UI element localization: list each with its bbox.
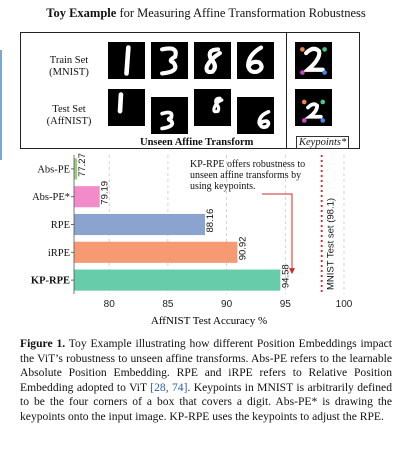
bar-abs-pe: [74, 158, 78, 180]
test-digit-1-image: [108, 89, 145, 126]
keypoints-caption: Keypoints*: [296, 136, 350, 149]
annotation-text: KP-RPE offers robustness to: [190, 159, 305, 170]
category-labels: Abs-PE Abs-PE* RPE iRPE KP-RPE: [31, 164, 74, 287]
unseen-affine-caption: Unseen Affine Transform: [140, 137, 254, 148]
chart-bars: [73, 155, 281, 294]
x-tick-label: 100: [336, 299, 353, 310]
train-keypoint-digit-image: [295, 42, 332, 79]
category-label: KP-RPE: [31, 276, 70, 287]
annotation-text: using keypoints.: [190, 181, 256, 192]
train-digit-8-image: [194, 42, 231, 79]
value-label: 94.58: [280, 264, 291, 288]
x-tick-label: 90: [221, 299, 233, 310]
bar-abs-pe-: [74, 186, 100, 208]
category-label: RPE: [51, 220, 70, 231]
annotation-arrowhead: [289, 268, 295, 275]
bar-rpe: [74, 213, 206, 236]
category-label: Abs-PE: [37, 164, 70, 175]
category-label: iRPE: [48, 248, 70, 259]
test-digit-3-image: [151, 97, 188, 134]
x-tick-labels: 80 85 90 95 100: [104, 299, 353, 310]
bar-irpe: [74, 241, 238, 263]
train-digit-6-image: [237, 42, 274, 79]
caption-citation-link[interactable]: [28, 74]: [150, 380, 188, 394]
value-label: 77.27: [77, 153, 88, 177]
reference-line-group: MNIST Test set (98.1): [320, 155, 337, 294]
x-axis-label: AffNIST Test Accuracy %: [151, 315, 267, 327]
panel-separator: [286, 32, 287, 149]
bar-kp-rpe: [74, 269, 281, 291]
x-tick-label: 95: [280, 299, 292, 310]
value-label: 79.19: [100, 181, 111, 205]
figure-caption: Figure 1. Toy Example illustrating how d…: [20, 337, 392, 425]
margin-marker: [0, 50, 2, 160]
value-labels: 77.27 79.19 88.16 90.92 94.58: [77, 153, 291, 288]
caption-label: Figure 1.: [20, 337, 66, 350]
value-label: 88.16: [205, 209, 216, 233]
figure-title: Toy Example for Measuring Affine Transfo…: [46, 6, 366, 20]
examples-panel: [20, 32, 360, 149]
category-label: Abs-PE*: [32, 192, 70, 203]
annotation-text: unseen affine transforms by: [190, 170, 301, 181]
test-keypoint-digit-image: [295, 89, 332, 126]
train-digit-3-image: [151, 42, 188, 79]
x-tick-label: 80: [104, 299, 116, 310]
train-set-label: Train Set (MNIST): [49, 55, 89, 78]
test-digit-6-image: [237, 97, 274, 134]
x-tick-label: 85: [162, 299, 174, 310]
caption-text: Toy Example illustrating how different P…: [20, 337, 392, 394]
test-set-label: Test Set (AffNIST): [46, 104, 92, 127]
test-digit-8-image: [194, 89, 231, 126]
value-label: 90.92: [237, 237, 248, 261]
caption-text-2: . Keypoints in MNIST is arbitrarily defi…: [20, 380, 392, 423]
train-digit-1-image: [108, 42, 145, 79]
annotation-arrow: [262, 193, 293, 273]
accuracy-bar-chart: Abs-PE Abs-PE* RPE iRPE KP-RPE 77.27 79.19 88.…: [31, 153, 353, 327]
reference-line-label: MNIST Test set (98.1): [326, 198, 337, 290]
